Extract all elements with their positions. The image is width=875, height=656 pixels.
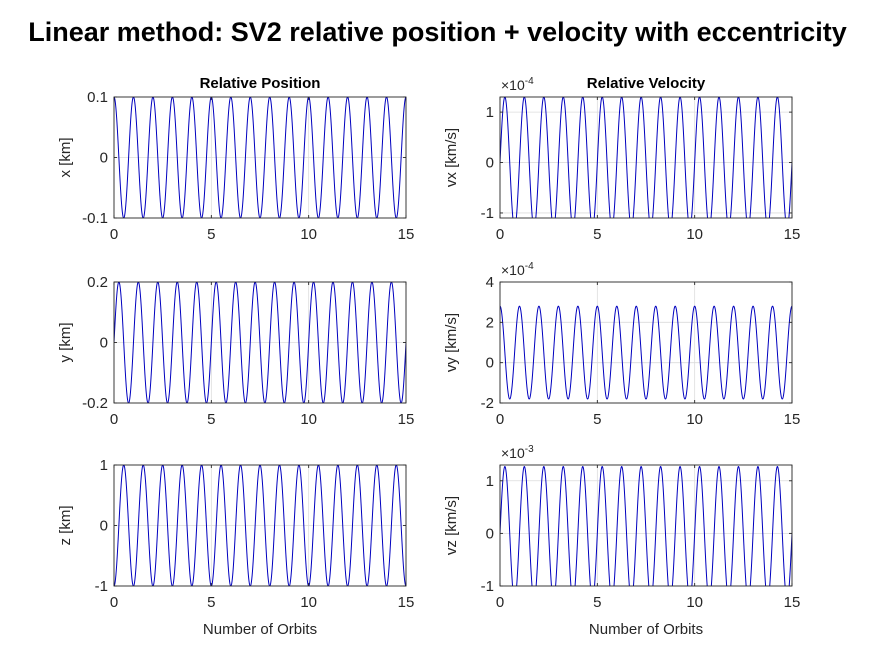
y-tick-label: 1: [486, 473, 494, 490]
y-axis-label: x [km]: [57, 138, 74, 178]
axes-frame: [499, 281, 793, 404]
x-tick-label: 0: [110, 226, 118, 243]
y-tick-label: 0: [100, 518, 108, 535]
exponent-power: -3: [525, 444, 534, 455]
subplot-title: Relative Velocity: [587, 75, 706, 92]
y-tick-label: 0: [100, 335, 108, 352]
y-tick-label: -0.2: [82, 395, 108, 412]
y-axis-label: y [km]: [57, 323, 74, 363]
axes-frame: [499, 464, 793, 587]
x-tick-label: 15: [398, 411, 415, 428]
x-tick-label: 5: [207, 594, 215, 611]
plot-area: [500, 282, 792, 403]
x-tick-label: 0: [110, 594, 118, 611]
x-axis-label: Number of Orbits: [589, 621, 703, 638]
x-tick-label: 10: [686, 411, 703, 428]
axes-frame: [499, 96, 793, 219]
y-tick-label: -0.1: [82, 210, 108, 227]
y-tick-label: 0: [486, 155, 494, 172]
x-tick-label: 15: [784, 411, 801, 428]
x-tick-label: 15: [398, 594, 415, 611]
y-axis-label: vz [km/s]: [443, 496, 460, 555]
subplot-3: 0 5 10 15-0.200.2y [km]: [57, 274, 414, 428]
axis-exponent-label: ×10-3: [501, 444, 534, 461]
y-axis-label: vx [km/s]: [443, 128, 460, 187]
series-line: [500, 97, 792, 218]
x-tick-label: 0: [496, 411, 504, 428]
x-tick-label: 5: [593, 226, 601, 243]
y-tick-label: 0: [486, 525, 494, 542]
y-tick-label: -2: [481, 395, 494, 412]
y-tick-label: 0: [100, 150, 108, 167]
x-tick-label: 15: [398, 226, 415, 243]
y-tick-label: 0.1: [87, 89, 108, 106]
subplot-1: 0 5 10 15-0.100.1x [km]Relative Position: [57, 75, 414, 243]
exponent-base: ×10: [501, 77, 525, 93]
x-tick-label: 10: [686, 594, 703, 611]
y-tick-label: 1: [100, 457, 108, 474]
y-tick-label: -1: [481, 578, 494, 595]
y-axis-label: vy [km/s]: [443, 313, 460, 372]
y-axis-label: z [km]: [57, 506, 74, 546]
x-axis-label: Number of Orbits: [203, 621, 317, 638]
x-tick-label: 5: [593, 594, 601, 611]
series-line: [500, 466, 792, 586]
x-tick-label: 0: [496, 226, 504, 243]
y-tick-label: 4: [486, 274, 494, 291]
subplot-title: Relative Position: [200, 75, 321, 92]
y-tick-label: 0: [486, 355, 494, 372]
series-line: [114, 282, 406, 403]
exponent-power: -4: [525, 76, 534, 87]
x-tick-label: 10: [300, 594, 317, 611]
exponent-power: -4: [525, 261, 534, 272]
x-tick-label: 10: [300, 411, 317, 428]
exponent-base: ×10: [501, 262, 525, 278]
axis-exponent-label: ×10-4: [501, 76, 534, 93]
x-tick-label: 5: [207, 226, 215, 243]
x-tick-label: 10: [686, 226, 703, 243]
series-line: [500, 305, 792, 400]
y-tick-label: -1: [95, 578, 108, 595]
y-tick-label: 0.2: [87, 274, 108, 291]
x-tick-label: 5: [207, 411, 215, 428]
x-tick-label: 0: [110, 411, 118, 428]
figure-suptitle: Linear method: SV2 relative position + v…: [28, 17, 847, 47]
y-tick-label: 1: [486, 104, 494, 121]
axis-exponent-label: ×10-4: [501, 261, 534, 278]
x-tick-label: 5: [593, 411, 601, 428]
x-tick-label: 15: [784, 226, 801, 243]
y-tick-label: 2: [486, 314, 494, 331]
x-tick-label: 0: [496, 594, 504, 611]
x-tick-label: 15: [784, 594, 801, 611]
exponent-base: ×10: [501, 445, 525, 461]
y-tick-label: -1: [481, 205, 494, 222]
x-tick-label: 10: [300, 226, 317, 243]
